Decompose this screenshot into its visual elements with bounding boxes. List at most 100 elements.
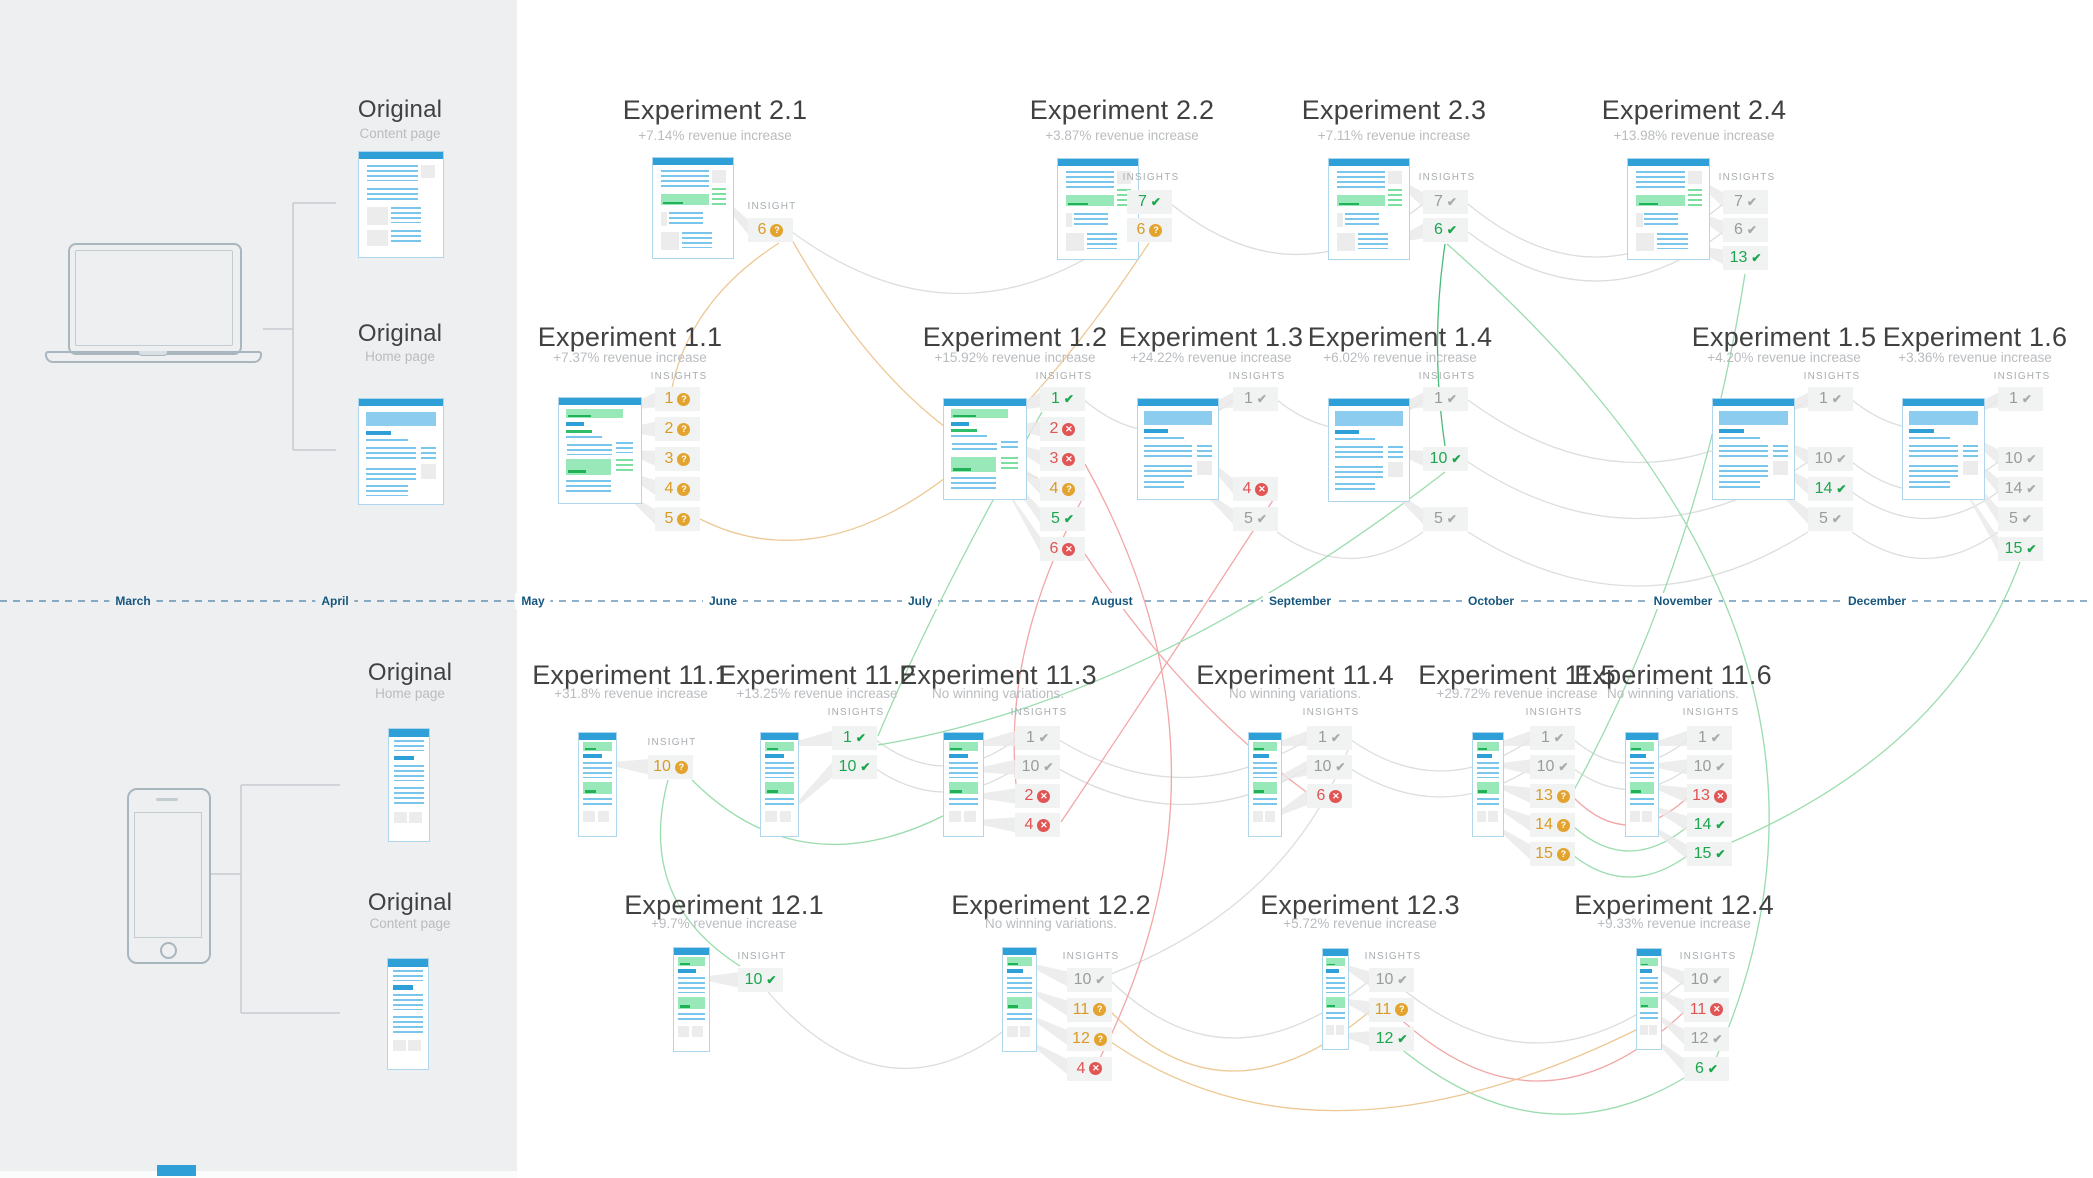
original-desktop-content-thumbnail[interactable] [358, 151, 444, 258]
experiment-1-1-insight-badge-2[interactable]: 2? [655, 417, 700, 441]
experiment-12-4-insight-badge-11[interactable]: 11 ✕ [1684, 997, 1729, 1022]
experiment-11-2-thumbnail[interactable] [760, 732, 799, 837]
experiment-11-5-insight-badge-14[interactable]: 14? [1530, 813, 1575, 837]
experiment-12-1-thumbnail[interactable] [673, 947, 710, 1052]
thumb-header-bar [559, 398, 641, 406]
experiment-12-3-thumbnail[interactable] [1322, 948, 1349, 1050]
experiment-1-2-insight-badge-6[interactable]: 6 ✕ [1040, 537, 1085, 561]
experiment-11-1-insight-badge-10[interactable]: 10? [648, 755, 693, 779]
experiment-11-5-insight-badge-13[interactable]: 13? [1530, 784, 1575, 808]
experiment-2-4-insight-badge-7[interactable]: 7 ✔ [1723, 190, 1768, 214]
experiment-1-4-insight-badge-1[interactable]: 1 ✔ [1423, 387, 1468, 411]
experiment-1-1-insight-badge-3[interactable]: 3? [655, 447, 700, 471]
experiment-12-2-thumbnail[interactable] [1002, 947, 1037, 1052]
experiment-12-4-thumbnail[interactable] [1636, 948, 1662, 1050]
experiment-1-1-insight-badge-1[interactable]: 1? [655, 387, 700, 411]
experiment-1-3-insight-badge-4[interactable]: 4 ✕ [1233, 477, 1278, 501]
thumb-content-block [1144, 429, 1169, 433]
experiment-1-2-thumbnail[interactable] [943, 398, 1027, 500]
original-mobile-home-thumbnail[interactable] [388, 728, 430, 842]
experiment-11-6-thumbnail[interactable] [1625, 732, 1659, 837]
experiment-11-5-insight-badge-15[interactable]: 15? [1530, 842, 1575, 866]
experiment-12-2-insight-badge-11[interactable]: 11? [1067, 997, 1112, 1022]
experiment-1-2-insight-badge-5[interactable]: 5 ✔ [1040, 507, 1085, 531]
experiment-11-2-insight-badge-10[interactable]: 10 ✔ [832, 755, 877, 779]
original-desktop-home-thumbnail[interactable] [358, 398, 444, 505]
experiment-11-4-thumbnail[interactable] [1248, 732, 1282, 837]
experiment-2-2-thumbnail[interactable] [1057, 158, 1139, 260]
experiment-2-1-insight-badge-6[interactable]: 6? [748, 218, 793, 242]
experiment-2-3-insight-badge-7[interactable]: 7 ✔ [1423, 190, 1468, 214]
experiment-11-5-thumbnail[interactable] [1472, 732, 1504, 837]
experiment-11-5-insight-badge-10[interactable]: 10 ✔ [1530, 755, 1575, 779]
experiment-2-2-insight-badge-6[interactable]: 6? [1127, 218, 1172, 242]
experiment-2-1-thumbnail[interactable] [652, 157, 734, 259]
experiment-12-2-insight-badge-12[interactable]: 12? [1067, 1027, 1112, 1051]
experiment-1-6-insight-badge-10[interactable]: 10 ✔ [1998, 447, 2043, 471]
experiment-1-6-insight-badge-14[interactable]: 14 ✔ [1998, 477, 2043, 501]
experiment-12-4-insight-badge-10[interactable]: 10 ✔ [1684, 968, 1729, 992]
experiment-1-5-insight-badge-5[interactable]: 5 ✔ [1808, 507, 1853, 531]
insight-number: 15 [1535, 845, 1553, 862]
experiment-1-1-insight-badge-5[interactable]: 5? [655, 507, 700, 531]
experiment-11-6-insight-badge-1[interactable]: 1 ✔ [1687, 726, 1732, 750]
experiment-2-4-insight-badge-6[interactable]: 6 ✔ [1723, 218, 1768, 242]
experiment-1-1-insight-badge-4[interactable]: 4? [655, 477, 700, 501]
experiment-11-1-thumbnail[interactable] [578, 732, 617, 837]
timeline-month-march: March [109, 593, 157, 609]
experiment-1-1-thumbnail[interactable] [558, 397, 642, 504]
experiment-11-2-insight-badge-1[interactable]: 1 ✔ [832, 726, 877, 750]
check-gray-icon: ✔ [1446, 195, 1457, 209]
experiment-11-4-insight-badge-6[interactable]: 6 ✕ [1307, 784, 1352, 808]
experiment-1-6-insight-badge-15[interactable]: 15 ✔ [1998, 537, 2043, 561]
experiment-11-6-insight-badge-14[interactable]: 14 ✔ [1687, 813, 1732, 837]
insight-number: 3 [664, 450, 674, 467]
experiment-1-6-insight-badge-5[interactable]: 5 ✔ [1998, 507, 2043, 531]
experiment-12-2-insight-badge-4[interactable]: 4 ✕ [1067, 1056, 1112, 1081]
experiment-11-3-thumbnail[interactable] [943, 732, 984, 837]
experiment-1-2-insight-badge-2[interactable]: 2 ✕ [1040, 417, 1085, 441]
experiment-2-3-insight-badge-6[interactable]: 6 ✔ [1423, 218, 1468, 242]
experiment-12-4-insight-badge-6[interactable]: 6 ✔ [1684, 1056, 1729, 1081]
experiment-1-4-thumbnail[interactable] [1328, 398, 1410, 502]
experiment-12-1-insight-badge-10[interactable]: 10 ✔ [738, 968, 783, 992]
experiment-12-3-insight-badge-10[interactable]: 10 ✔ [1369, 968, 1414, 992]
experiment-11-6-insight-badge-15[interactable]: 15 ✔ [1687, 842, 1732, 866]
experiment-12-3-insight-badge-11[interactable]: 11? [1369, 997, 1414, 1022]
experiment-1-3-insight-badge-1[interactable]: 1 ✔ [1233, 387, 1278, 411]
experiment-1-5-insight-badge-1[interactable]: 1 ✔ [1808, 387, 1853, 411]
experiment-2-2-insight-badge-7[interactable]: 7 ✔ [1127, 190, 1172, 214]
experiment-1-2-insight-badge-1[interactable]: 1 ✔ [1040, 387, 1085, 411]
experiment-1-2-insight-badge-3[interactable]: 3 ✕ [1040, 447, 1085, 471]
experiment-1-5-insight-badge-10[interactable]: 10 ✔ [1808, 447, 1853, 471]
experiment-11-3-insight-badge-1[interactable]: 1 ✔ [1015, 726, 1060, 750]
experiment-1-6-insight-badge-1[interactable]: 1 ✔ [1998, 387, 2043, 411]
experiment-1-3-thumbnail[interactable] [1137, 398, 1219, 500]
experiment-11-3-insight-badge-4[interactable]: 4 ✕ [1015, 813, 1060, 837]
experiment-11-6-insight-badge-13[interactable]: 13 ✕ [1687, 784, 1732, 808]
experiment-1-4-insight-badge-5[interactable]: 5 ✔ [1423, 507, 1468, 531]
experiment-1-5-thumbnail[interactable] [1712, 398, 1795, 500]
thumb-content-block [1252, 742, 1278, 751]
thumb-content-block [583, 742, 612, 751]
experiment-1-1-result: +7.37% revenue increase [553, 350, 707, 365]
experiment-12-2-insight-badge-10[interactable]: 10 ✔ [1067, 968, 1112, 992]
experiment-1-2-insight-badge-4[interactable]: 4? [1040, 477, 1085, 501]
experiment-1-5-insight-badge-14[interactable]: 14 ✔ [1808, 477, 1853, 501]
experiment-11-3-insight-badge-10[interactable]: 10 ✔ [1015, 755, 1060, 779]
experiment-11-4-insight-badge-10[interactable]: 10 ✔ [1307, 755, 1352, 779]
experiment-11-4-insight-badge-1[interactable]: 1 ✔ [1307, 726, 1352, 750]
experiment-1-4-insight-badge-10[interactable]: 10 ✔ [1423, 447, 1468, 471]
experiment-12-3-insight-badge-12[interactable]: 12 ✔ [1369, 1027, 1414, 1051]
experiment-2-4-thumbnail[interactable] [1627, 158, 1710, 260]
experiment-1-3-insight-badge-5[interactable]: 5 ✔ [1233, 507, 1278, 531]
experiment-12-4-insight-badge-12[interactable]: 12 ✔ [1684, 1027, 1729, 1051]
original-mobile-content-thumbnail[interactable] [387, 958, 429, 1070]
experiment-11-3-insight-badge-2[interactable]: 2 ✕ [1015, 784, 1060, 808]
experiment-1-6-thumbnail[interactable] [1902, 398, 1985, 500]
experiment-11-5-insight-badge-1[interactable]: 1 ✔ [1530, 726, 1575, 750]
experiment-2-3-thumbnail[interactable] [1328, 158, 1410, 260]
experiment-2-4-insight-badge-13[interactable]: 13 ✔ [1723, 246, 1768, 270]
experiment-11-6-insight-badge-10[interactable]: 10 ✔ [1687, 755, 1732, 779]
